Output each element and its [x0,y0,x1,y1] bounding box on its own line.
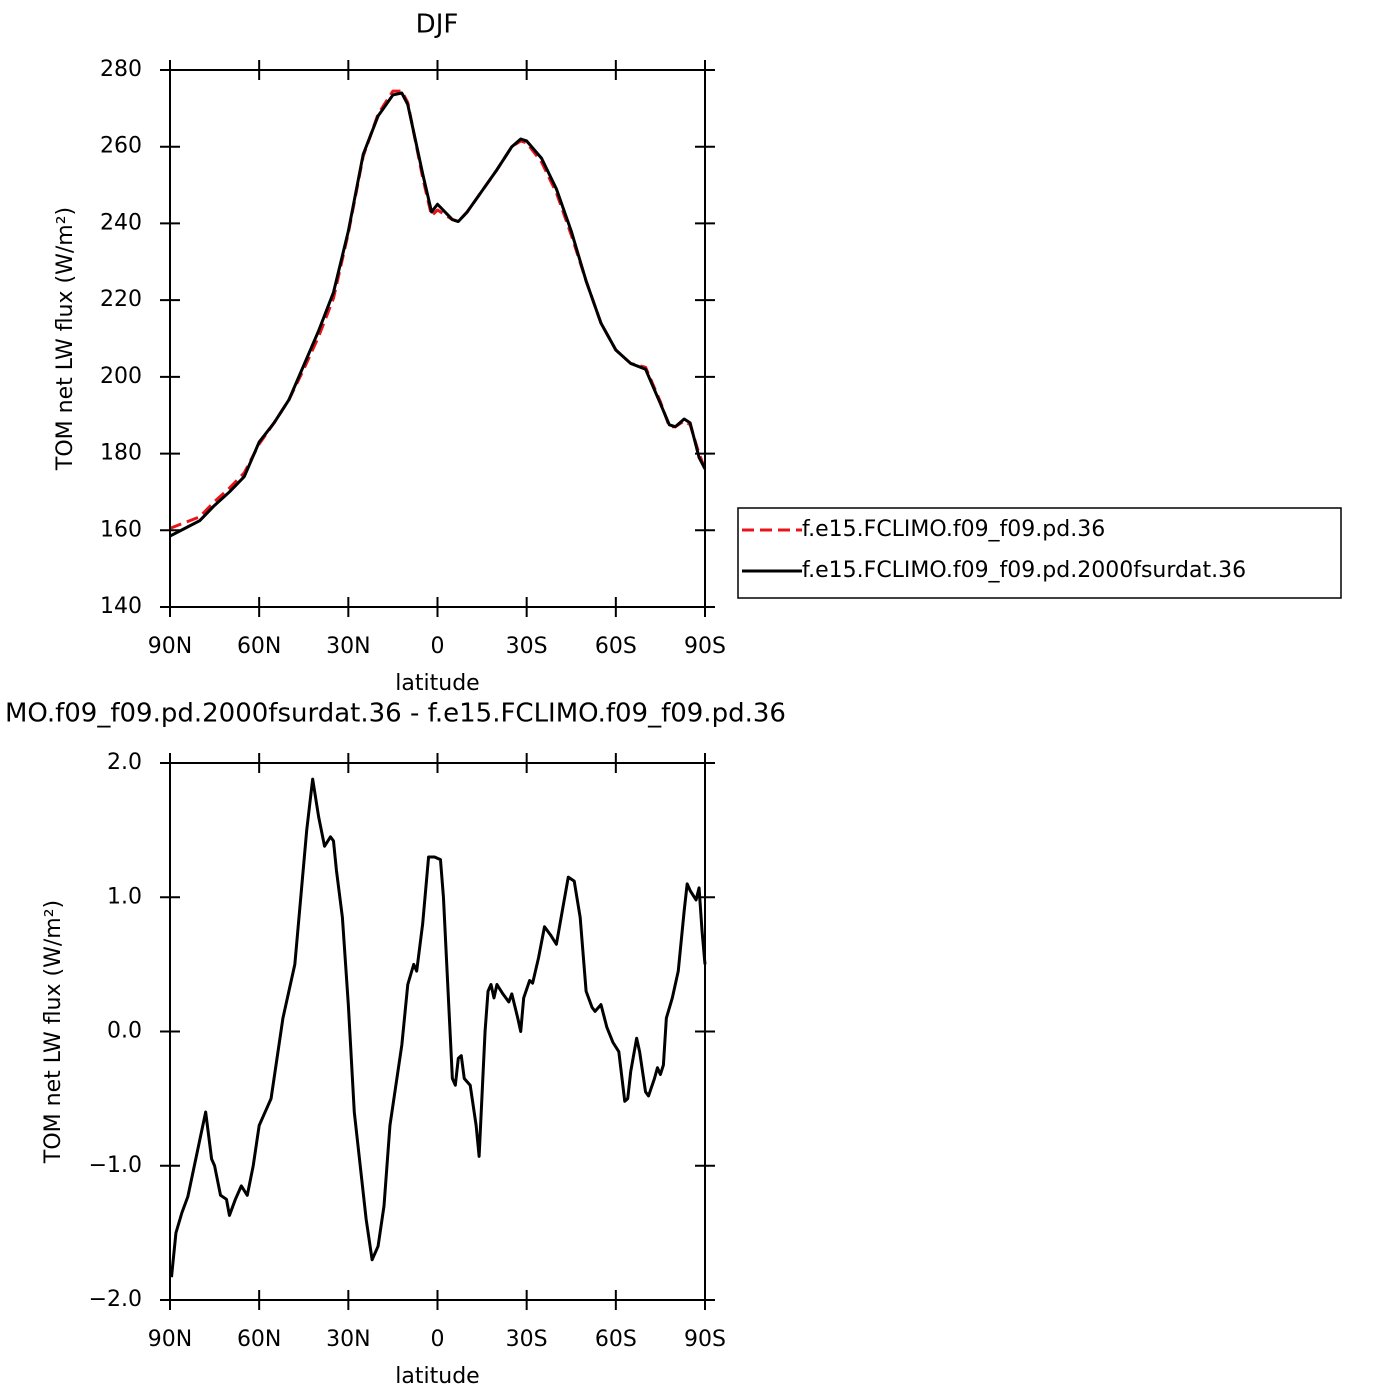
y-tick-label: 2.0 [107,750,142,775]
data-line [169,777,707,1278]
x-tick-label: 30N [326,1327,370,1352]
x-tick-label: 90S [684,634,726,659]
data-line [169,91,707,538]
y-tick-label: 1.0 [107,884,142,909]
x-tick-label: 0 [431,634,445,659]
y-tick-label: 200 [100,364,142,389]
x-tick-label: 30S [506,634,548,659]
y-tick-label: 140 [100,594,142,619]
y-tick-label: 220 [100,287,142,312]
x-tick-label: 60S [595,1327,637,1352]
x-tick-label: 60N [237,634,281,659]
y-tick-label: −2.0 [89,1287,142,1312]
y-tick-label: 260 [100,134,142,159]
chart-title: DJF [416,10,459,40]
legend-label: f.e15.FCLIMO.f09_f09.pd.36 [802,517,1105,542]
x-tick-label: 60N [237,1327,281,1352]
chart-title: MO.f09_f09.pd.2000fsurdat.36 - f.e15.FCL… [5,699,786,729]
legend-box [737,507,1342,599]
y-tick-label: 0.0 [107,1019,142,1044]
x-axis-label: latitude [395,671,479,696]
x-tick-label: 30S [506,1327,548,1352]
y-tick-label: 160 [100,517,142,542]
y-axis-label: TOM net LW flux (W/m²) [41,900,66,1164]
y-tick-label: 280 [100,57,142,82]
x-tick-label: 30N [326,634,370,659]
plot-frame [169,69,706,608]
x-tick-label: 60S [595,634,637,659]
x-axis-label: latitude [395,1364,479,1389]
y-tick-label: 240 [100,210,142,235]
x-tick-label: 90S [684,1327,726,1352]
plot-frame [169,762,706,1301]
x-tick-label: 0 [431,1327,445,1352]
x-tick-label: 90N [148,634,192,659]
y-tick-label: −1.0 [89,1153,142,1178]
y-axis-label: TOM net LW flux (W/m²) [53,207,78,471]
y-tick-label: 180 [100,441,142,466]
x-tick-label: 90N [148,1327,192,1352]
legend-label: f.e15.FCLIMO.f09_f09.pd.2000fsurdat.36 [802,558,1246,583]
